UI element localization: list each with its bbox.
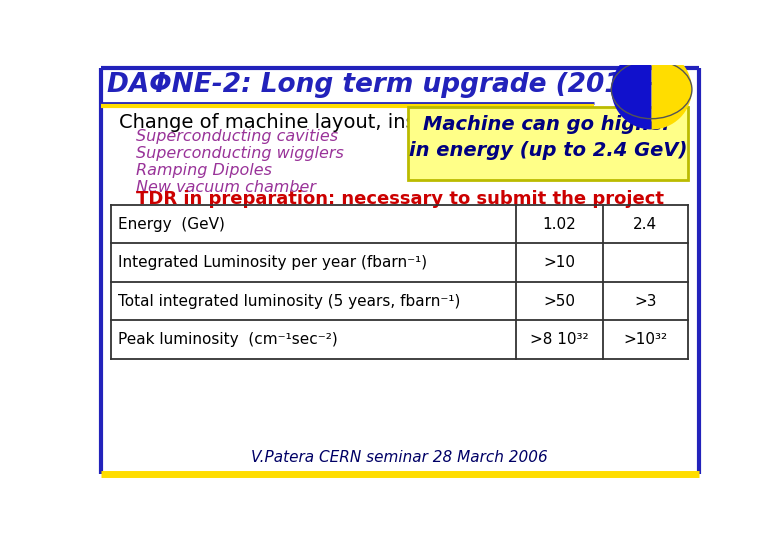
Text: 1.02: 1.02 — [543, 217, 576, 232]
Text: Change of machine layout, insertion of:: Change of machine layout, insertion of: — [119, 112, 505, 132]
Text: >8 10³²: >8 10³² — [530, 332, 589, 347]
Text: Superconducting cavities: Superconducting cavities — [136, 129, 339, 144]
FancyBboxPatch shape — [407, 107, 688, 180]
Text: V.Patera CERN seminar 28 March 2006: V.Patera CERN seminar 28 March 2006 — [251, 450, 548, 465]
Text: Superconducting wigglers: Superconducting wigglers — [136, 146, 344, 161]
Wedge shape — [612, 49, 651, 130]
Text: Integrated Luminosity per year (fbarn⁻¹): Integrated Luminosity per year (fbarn⁻¹) — [118, 255, 427, 270]
Text: >10³²: >10³² — [623, 332, 668, 347]
Text: Energy  (GeV): Energy (GeV) — [118, 217, 225, 232]
Text: Peak luminosity  (cm⁻¹sec⁻²): Peak luminosity (cm⁻¹sec⁻²) — [118, 332, 338, 347]
Text: >10: >10 — [544, 255, 576, 270]
Text: Machine can go higher: Machine can go higher — [424, 115, 672, 134]
Text: >50: >50 — [544, 294, 576, 309]
Text: TDR in preparation: necessary to submit the project: TDR in preparation: necessary to submit … — [136, 190, 664, 208]
Wedge shape — [651, 49, 692, 130]
Text: in energy (up to 2.4 GeV): in energy (up to 2.4 GeV) — [409, 141, 687, 160]
Text: 2.4: 2.4 — [633, 217, 658, 232]
Text: New vacuum chamber: New vacuum chamber — [136, 179, 316, 194]
FancyBboxPatch shape — [112, 205, 688, 359]
Text: Total integrated luminosity (5 years, fbarn⁻¹): Total integrated luminosity (5 years, fb… — [118, 294, 460, 309]
Text: Ramping Dipoles: Ramping Dipoles — [136, 163, 272, 178]
Text: >3: >3 — [634, 294, 657, 309]
Text: DAΦNE-2: Long term upgrade (2010→): DAΦNE-2: Long term upgrade (2010→) — [107, 72, 675, 98]
